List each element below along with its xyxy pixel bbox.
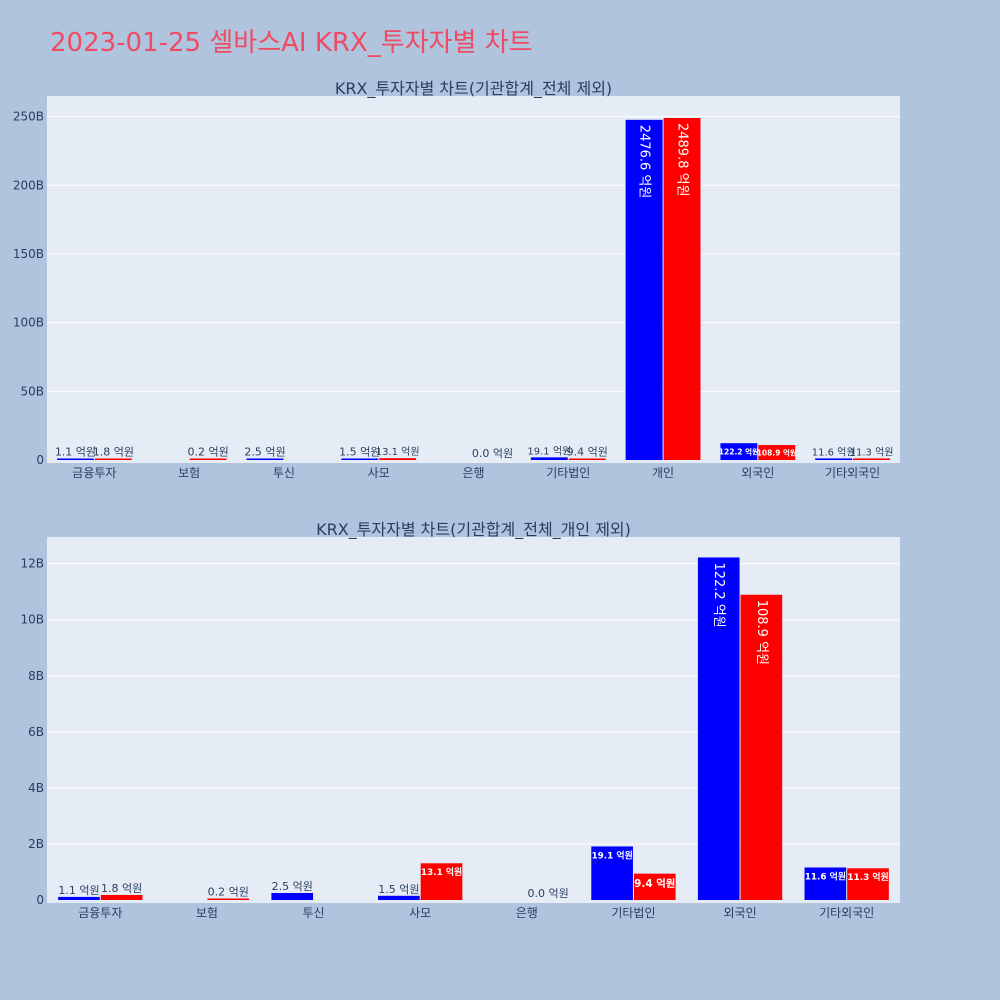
data-label: 13.1 억원 [421,866,462,878]
bar [207,898,250,900]
y-tick-label: 10B [20,613,44,627]
y-tick-label: 4B [28,781,44,795]
bar [100,894,143,900]
y-tick-label: 200B [13,178,44,192]
bar [625,119,663,460]
bar [94,458,132,460]
data-label: 1.8 억원 [101,882,142,895]
data-label: 108.9 억원 [754,600,769,665]
data-label: 0.2 억원 [188,446,229,459]
bar [271,892,314,900]
data-label: 0.0 억원 [472,447,513,460]
bar [804,867,847,900]
data-label: 1.5 억원 [339,446,380,459]
bar [58,896,100,900]
x-tick-label: 기타법인 [611,906,655,920]
y-tick-label: 100B [13,316,44,330]
data-label: 1.8 억원 [93,446,134,459]
data-label: 1.5 억원 [378,883,419,896]
data-label: 1.1 억원 [55,446,96,459]
x-tick-label: 투신 [273,466,295,480]
data-label: 13.1 억원 [376,446,420,458]
bar [568,458,606,460]
bar [663,118,701,461]
chart-title: KRX_투자자별 차트(기관합계_전체 제외) [335,79,612,99]
bar [378,895,420,900]
y-tick-label: 150B [13,247,44,261]
data-label: 2.5 억원 [272,880,313,893]
y-tick-label: 50B [20,384,44,398]
x-tick-label: 보험 [178,466,200,480]
bar [530,457,568,460]
bar [56,458,94,460]
data-label: 122.2 억원 [719,446,759,456]
x-tick-label: 기타법인 [546,466,590,480]
page-title: 2023-01-25 셀바스AI KRX_투자자별 차트 [50,28,533,58]
bar [420,863,463,900]
chart-title: KRX_투자자별 차트(기관합계_전체_개인 제외) [316,520,631,540]
bar [720,443,758,460]
y-tick-label: 0 [36,453,44,467]
data-label: 2.5 억원 [244,446,285,459]
data-label: 11.3 억원 [847,871,888,883]
y-tick-label: 12B [20,557,44,571]
bar [697,557,740,900]
x-tick-label: 금융투자 [78,906,122,920]
x-tick-label: 외국인 [741,466,774,480]
y-tick-label: 2B [28,837,44,851]
x-tick-label: 외국인 [724,906,757,920]
bar [591,846,633,900]
data-label: 9.4 억원 [634,877,675,890]
x-tick-label: 개인 [652,466,674,480]
data-label: 19.1 억원 [527,445,571,457]
x-tick-label: 기타외국인 [819,906,874,920]
data-label: 11.3 억원 [850,446,894,458]
chart-1: 0 50B 100B 150B 200B 250B KRX_투자자별 차트(기관합계_전체 … [13,79,900,480]
bar [853,458,891,460]
chart-2: 0 2B 4B 6B 8B 10B 12B KRX_투자자별 차트(기관합계_전체_개인 제외… [20,520,900,920]
y-tick-label: 0 [36,893,44,907]
x-tick-label: 사모 [368,466,390,480]
x-tick-label: 보험 [196,906,218,920]
data-label: 2489.8 억원 [675,123,690,197]
bar [189,458,227,460]
x-tick-label: 투신 [303,906,325,920]
x-tick-label: 은행 [516,905,538,920]
bar [758,445,796,460]
data-label: 2476.6 억원 [637,125,652,199]
x-tick-label: 기타외국인 [825,466,880,480]
data-label: 11.6 억원 [805,870,846,882]
bar [246,458,284,460]
data-label: 122.2 억원 [711,562,726,627]
bar [379,458,417,460]
bar [847,868,889,900]
bar [740,594,783,900]
bar [341,458,379,460]
data-label: 0.2 억원 [208,886,249,899]
x-tick-label: 사모 [409,906,431,920]
data-label: 11.6 억원 [812,446,856,458]
data-label: 1.1 억원 [58,884,99,897]
y-tick-label: 6B [28,725,44,739]
x-tick-label: 금융투자 [72,466,116,480]
bar [815,458,853,460]
plot-area [47,96,900,463]
y-tick-label: 250B [13,110,44,124]
y-tick-label: 8B [28,669,44,683]
data-label: 108.9 억원 [757,447,797,457]
data-label: 19.1 억원 [591,849,632,861]
x-tick-label: 은행 [462,465,484,480]
bar [633,873,676,900]
data-label: 0.0 억원 [528,887,569,900]
data-label: 9.4 억원 [567,446,608,459]
